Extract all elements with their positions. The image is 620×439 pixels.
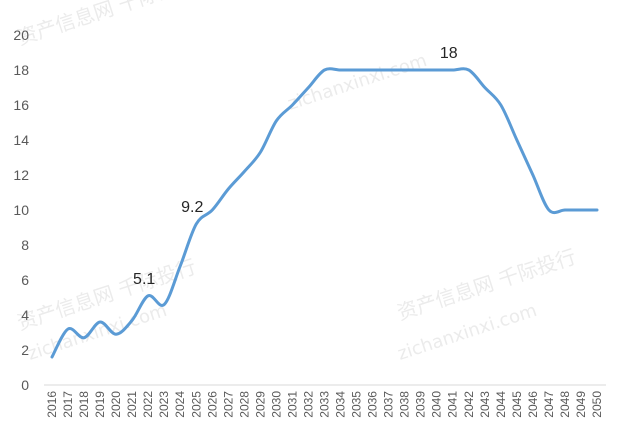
watermarks: 资产信息网 千际投行 zichanxinxi.com 资产信息网 千际投行 zi… <box>14 0 579 365</box>
x-tick-label: 2029 <box>253 391 267 418</box>
x-tick-label: 2049 <box>574 391 588 418</box>
x-tick-label: 2017 <box>61 391 75 418</box>
x-tick-label: 2038 <box>398 391 412 418</box>
y-tick-label: 16 <box>13 97 29 113</box>
x-tick-label: 2018 <box>77 391 91 418</box>
x-tick-label: 2042 <box>462 391 476 418</box>
x-tick-label: 2046 <box>526 391 540 418</box>
x-tick-label: 2022 <box>141 391 155 418</box>
data-labels: 5.1 9.2 18 <box>133 45 458 288</box>
x-tick-label: 2026 <box>205 391 219 418</box>
x-tick-label: 2019 <box>93 391 107 418</box>
y-tick-label: 2 <box>21 342 29 358</box>
y-axis-ticks: 0 2 4 6 8 10 12 14 16 18 20 <box>13 27 29 393</box>
x-tick-label: 2043 <box>478 391 492 418</box>
y-tick-label: 10 <box>13 202 29 218</box>
x-tick-label: 2035 <box>350 391 364 418</box>
y-tick-label: 18 <box>13 62 29 78</box>
y-tick-label: 12 <box>13 167 29 183</box>
x-tick-label: 2034 <box>334 391 348 418</box>
x-tick-label: 2048 <box>558 391 572 418</box>
data-label: 5.1 <box>133 271 155 288</box>
y-tick-label: 4 <box>21 307 29 323</box>
x-tick-label: 2033 <box>318 391 332 418</box>
y-tick-label: 0 <box>21 377 29 393</box>
x-tick-label: 2024 <box>173 391 187 418</box>
x-tick-label: 2045 <box>510 391 524 418</box>
x-tick-label: 2030 <box>269 391 283 418</box>
watermark-en-top: zichanxinxi.com <box>285 50 429 115</box>
x-tick-label: 2023 <box>157 391 171 418</box>
y-tick-label: 6 <box>21 272 29 288</box>
x-tick-label: 2036 <box>366 391 380 418</box>
y-tick-label: 20 <box>13 27 29 43</box>
x-tick-label: 2040 <box>430 391 444 418</box>
data-label: 9.2 <box>181 199 203 216</box>
watermark-cn-right: 资产信息网 千际投行 <box>394 244 579 324</box>
x-tick-label: 2025 <box>189 391 203 418</box>
x-tick-label: 2032 <box>301 391 315 418</box>
x-tick-label: 2031 <box>285 391 299 418</box>
x-tick-label: 2021 <box>125 391 139 418</box>
series-line <box>50 67 599 359</box>
x-tick-label: 2020 <box>109 391 123 418</box>
y-tick-label: 8 <box>21 237 29 253</box>
x-tick-label: 2037 <box>382 391 396 418</box>
x-axis-ticks: 2016 2017 2018 2019 2020 2021 2022 2023 2024 2025… <box>45 391 604 418</box>
x-tick-label: 2044 <box>494 391 508 418</box>
x-tick-label: 2047 <box>542 391 556 418</box>
x-tick-label: 2027 <box>221 391 235 418</box>
x-tick-label: 2050 <box>590 391 604 418</box>
x-tick-label: 2041 <box>446 391 460 418</box>
x-tick-label: 2039 <box>414 391 428 418</box>
x-tick-label: 2028 <box>237 391 251 418</box>
x-tick-label: 2016 <box>45 391 59 418</box>
data-label: 18 <box>440 45 458 62</box>
watermark-cn-top: 资产信息网 千际投行 <box>14 0 199 50</box>
y-tick-label: 14 <box>13 132 29 148</box>
